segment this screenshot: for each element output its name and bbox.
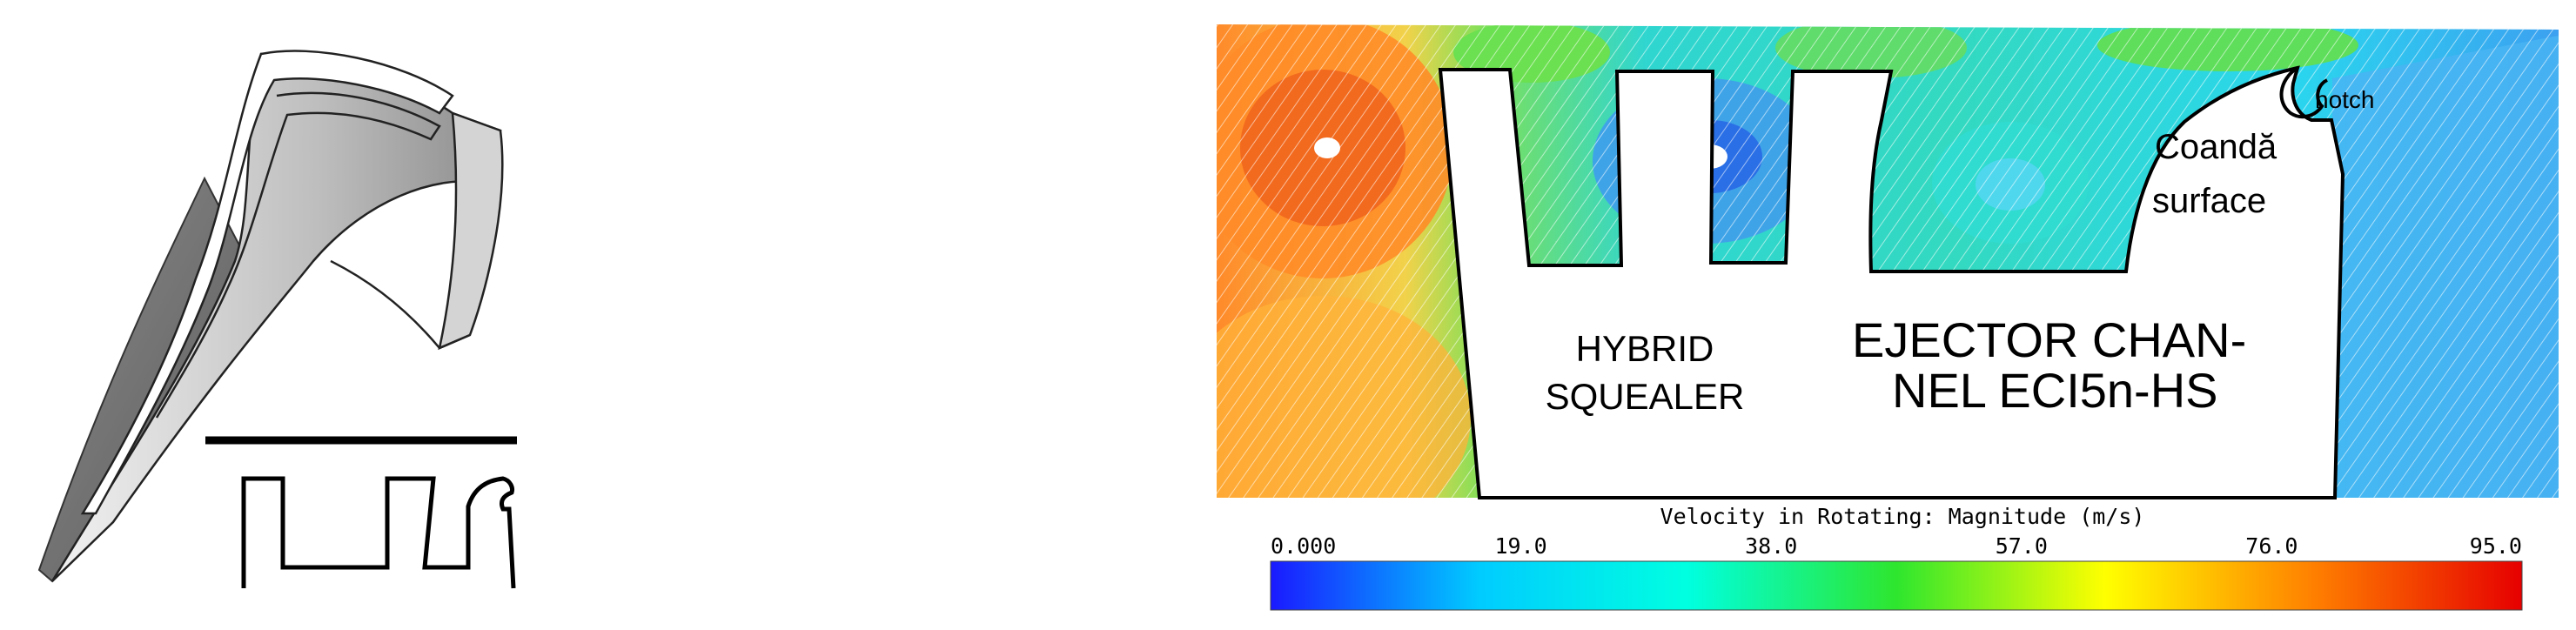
colorbar-tick-2: 38.0 (1745, 533, 1797, 559)
blade-lower-edge (330, 259, 471, 350)
colorbar: Velocity in Rotating: Magnitude (m/s) 0.… (1270, 504, 2523, 611)
hybrid-label-line2: SQUEALER (1546, 376, 1745, 417)
colorbar-tick-labels: 0.000 19.0 38.0 57.0 76.0 95.0 (1271, 533, 2522, 559)
colorbar-tick-4: 76.0 (2245, 533, 2298, 559)
ejector-label-line1: EJECTOR CHAN- (1852, 312, 2246, 367)
notch-shape (2279, 66, 2329, 119)
notch-label: notch (2315, 86, 2375, 113)
blade-pressure-side (37, 176, 263, 583)
hybrid-label-line1: HYBRID (1576, 328, 1714, 369)
colorbar-tick-0: 0.000 (1271, 533, 1336, 559)
coanda-label-line2: surface (2152, 182, 2266, 220)
colorbar-tick-3: 57.0 (1996, 533, 2048, 559)
colorbar-title: Velocity in Rotating: Magnitude (m/s) (1660, 504, 2145, 529)
colorbar-tick-5: 95.0 (2470, 533, 2522, 559)
blade-tip-groove (155, 91, 441, 419)
blade-illustration (37, 50, 504, 583)
squealer-profile-sketch (241, 476, 516, 589)
ejector-label-line2: NEL ECI5n-HS (1892, 363, 2218, 418)
coanda-label-line1: Coandă (2155, 128, 2277, 166)
colorbar-tick-1: 19.0 (1494, 533, 1546, 559)
blade-profile (1438, 65, 2345, 499)
blade-tip-rim (80, 50, 454, 515)
colorbar-bar (1270, 560, 2523, 611)
